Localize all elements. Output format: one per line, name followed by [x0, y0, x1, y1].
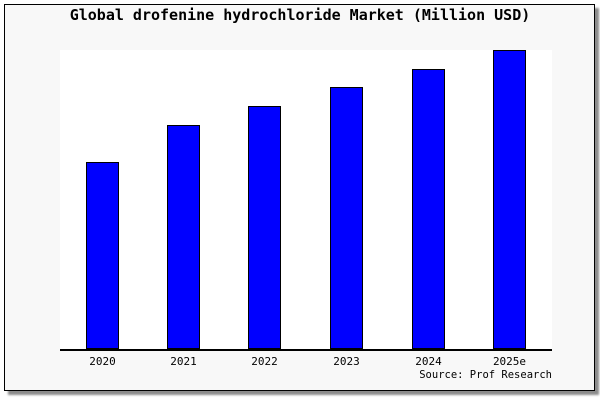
x-tick-label-2024: 2024 [415, 355, 442, 368]
bar-2023 [330, 87, 363, 349]
bar-2020 [86, 162, 119, 349]
plot-area [60, 50, 552, 349]
source-label: Source: Prof Research [419, 369, 552, 381]
chart-title: Global drofenine hydrochloride Market (M… [69, 6, 531, 24]
bar-2022 [248, 105, 281, 349]
bar-2024 [412, 68, 445, 349]
x-axis-line [60, 349, 552, 351]
x-tick-label-2021: 2021 [170, 355, 197, 368]
bar-2021 [167, 125, 200, 349]
x-tick-label-2020: 2020 [89, 355, 116, 368]
bar-2025e [493, 50, 526, 349]
x-tick-label-2023: 2023 [333, 355, 360, 368]
x-tick-label-2022: 2022 [251, 355, 278, 368]
x-tick-label-2025e: 2025e [492, 355, 527, 368]
